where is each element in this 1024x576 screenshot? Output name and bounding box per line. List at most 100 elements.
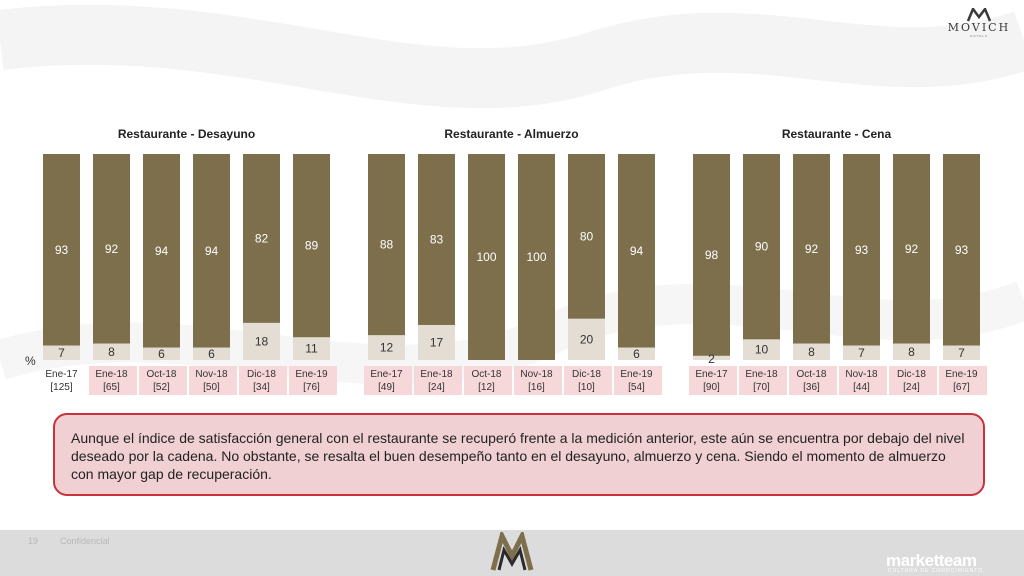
bar-satisfied [568,154,605,319]
category-highlight [889,366,937,395]
data-label-satisfied: 83 [430,232,444,246]
category-highlight [839,366,887,395]
category-highlight [739,366,787,395]
sample-size-label: [65] [103,382,120,393]
data-label-satisfied: 93 [55,243,69,257]
chart-title: Restaurante - Cena [782,127,892,141]
x-tick-label: Ene-17 [45,369,78,380]
bar-satisfied [743,154,780,340]
sample-size-label: [44] [853,382,870,393]
note-text: Aunque el índice de satisfacción general… [71,430,965,482]
bar-charts: Restaurante - Desayuno 93 7 Ene-17 [125] 92 8 E… [43,127,987,395]
data-label-satisfied: 92 [805,242,819,256]
category-highlight [789,366,837,395]
category-highlight [414,366,462,395]
chart-group: Restaurante - Desayuno 93 7 Ene-17 [125] 92 8 E… [43,127,337,395]
data-label-satisfied: 80 [580,229,594,243]
x-tick-label: Dic-18 [572,369,601,380]
category-highlight [514,366,562,395]
data-label-satisfied: 82 [255,231,269,245]
movich-logo: MOVICH HOTELS [942,8,1016,48]
data-label-satisfied: 94 [155,244,169,258]
bar-satisfied [293,154,330,338]
category-highlight [89,366,137,395]
sample-size-label: [36] [803,382,820,393]
chart-group: Restaurante - Almuerzo 88 12 Ene-17 [49] 83 17… [364,127,662,395]
bar-satisfied [943,154,980,346]
bar-unsatisfied [843,345,880,360]
sample-size-label: [12] [478,382,495,393]
data-label-unsatisfied: 18 [255,334,269,348]
bar-unsatisfied [143,347,180,360]
data-label-unsatisfied: 20 [580,332,594,346]
sample-size-label: [10] [578,382,595,393]
sample-size-label: [90] [703,382,720,393]
bar-satisfied [468,154,505,360]
data-label-unsatisfied: 6 [208,347,215,361]
brand-subtitle: HOTELS [969,34,988,38]
data-label-unsatisfied: 7 [58,346,65,360]
category-highlight [939,366,987,395]
sample-size-label: [24] [428,382,445,393]
bar-satisfied [893,154,930,344]
x-tick-label: Ene-17 [370,369,403,380]
bar-satisfied [518,154,555,360]
percent-symbol: % [25,354,36,368]
x-tick-label: Dic-18 [247,369,276,380]
sample-size-label: [50] [203,382,220,393]
sample-size-label: [52] [153,382,170,393]
chart-group: Restaurante - Cena 98 2 Ene-17 [90] 90 10 Ene-1… [689,127,987,395]
data-label-satisfied: 93 [855,243,869,257]
x-tick-label: Nov-18 [845,369,878,380]
data-label-satisfied: 98 [705,248,719,262]
data-label-satisfied: 92 [905,242,919,256]
data-label-unsatisfied: 7 [958,346,965,360]
category-highlight [564,366,612,395]
x-tick-label: Ene-18 [420,369,453,380]
movich-m-icon [967,8,991,22]
data-label-unsatisfied: 11 [305,342,318,356]
note-box: Aunque el índice de satisfacción general… [53,413,985,496]
sample-size-label: [67] [953,382,970,393]
data-label-unsatisfied: 12 [380,341,394,355]
sample-size-label: [54] [628,382,645,393]
sample-size-label: [125] [50,382,72,393]
bar-unsatisfied [293,337,330,360]
x-tick-label: Oct-18 [146,369,176,380]
bar-satisfied [43,154,80,346]
data-label-satisfied: 100 [476,250,496,264]
data-label-satisfied: 94 [630,244,644,258]
data-label-unsatisfied: 7 [858,346,865,360]
x-tick-label: Nov-18 [520,369,553,380]
sample-size-label: [24] [903,382,920,393]
bar-unsatisfied [893,343,930,360]
bar-unsatisfied [93,343,130,360]
bar-unsatisfied [243,322,280,360]
data-label-unsatisfied: 2 [708,352,715,366]
bar-satisfied [243,154,280,323]
bar-satisfied [843,154,880,346]
x-tick-label: Ene-17 [695,369,728,380]
sample-size-label: [16] [528,382,545,393]
x-tick-label: Ene-18 [745,369,778,380]
data-label-unsatisfied: 6 [158,347,165,361]
bar-unsatisfied [418,324,455,360]
bar-unsatisfied [743,339,780,360]
bar-unsatisfied [43,345,80,360]
x-tick-label: Oct-18 [471,369,501,380]
bar-satisfied [193,154,230,348]
x-tick-label: Oct-18 [796,369,826,380]
bar-satisfied [418,154,455,325]
x-tick-label: Ene-19 [620,369,653,380]
category-highlight [139,366,187,395]
data-label-satisfied: 94 [205,244,219,258]
data-label-unsatisfied: 8 [108,345,115,359]
sample-size-label: [49] [378,382,395,393]
bar-unsatisfied [618,347,655,360]
data-label-satisfied: 88 [380,238,394,252]
x-tick-label: Nov-18 [195,369,228,380]
bar-unsatisfied [693,355,730,360]
bar-satisfied [368,154,405,336]
chart-title: Restaurante - Desayuno [118,127,255,141]
bar-unsatisfied [193,347,230,360]
